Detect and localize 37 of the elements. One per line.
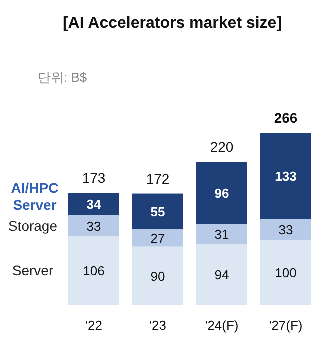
series-label: AI/HPC Server bbox=[11, 180, 59, 214]
bar bbox=[260, 133, 312, 219]
total-label: 266 bbox=[274, 110, 298, 126]
series-label: Storage bbox=[8, 218, 58, 234]
chart-title: [AI Accelerators market size] bbox=[62, 15, 282, 32]
data-label: 31 bbox=[214, 227, 230, 242]
bar bbox=[196, 162, 248, 224]
total-label: 220 bbox=[210, 139, 234, 156]
total-label: 173 bbox=[82, 170, 106, 186]
bar bbox=[68, 236, 120, 305]
data-label: 100 bbox=[275, 266, 297, 281]
data-label: 55 bbox=[150, 204, 166, 220]
data-label: 90 bbox=[150, 268, 166, 284]
data-label: 33 bbox=[86, 218, 102, 234]
bar bbox=[68, 193, 120, 216]
bar bbox=[196, 224, 248, 244]
bar bbox=[196, 244, 248, 305]
x-tick-label: '23 bbox=[150, 318, 166, 333]
bar bbox=[68, 215, 120, 236]
data-label: 96 bbox=[214, 186, 230, 202]
data-label: 94 bbox=[214, 268, 230, 283]
bar bbox=[132, 246, 184, 305]
data-label: 27 bbox=[150, 231, 166, 246]
x-tick-label: '22 bbox=[86, 318, 102, 333]
bar bbox=[132, 194, 184, 230]
total-label: 172 bbox=[146, 170, 170, 187]
x-tick-label: '24(F) bbox=[205, 318, 239, 333]
bar bbox=[132, 229, 184, 247]
bar bbox=[260, 219, 312, 240]
x-tick-label: '27(F) bbox=[269, 318, 303, 333]
data-label: 34 bbox=[86, 197, 102, 212]
series-label: Server bbox=[12, 262, 54, 279]
data-label: 133 bbox=[275, 169, 297, 184]
data-label: 106 bbox=[83, 264, 105, 279]
bar bbox=[260, 240, 312, 305]
text: 단위: B$ bbox=[38, 70, 88, 85]
data-label: 33 bbox=[278, 222, 294, 238]
